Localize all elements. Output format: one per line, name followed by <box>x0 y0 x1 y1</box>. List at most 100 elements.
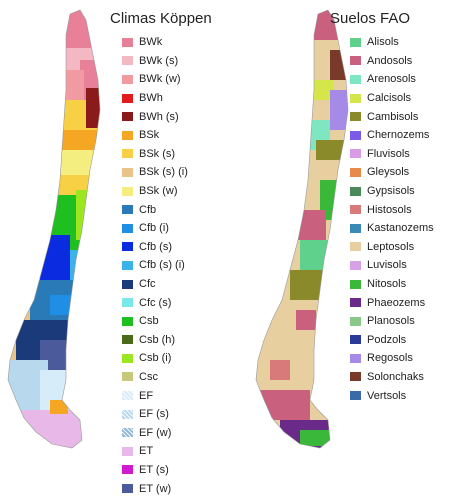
legend-label: BWh <box>139 92 163 105</box>
legend-item: EF <box>122 386 188 405</box>
legend-label: BSk (s) (i) <box>139 166 188 179</box>
legend-item: EF (w) <box>122 423 188 442</box>
legend-item: BWk <box>122 33 188 52</box>
legend-item: Calcisols <box>350 89 434 108</box>
legend-item: Cfc <box>122 275 188 294</box>
legend-label: Cfb (s) <box>139 240 172 253</box>
legend-item: Cambisols <box>350 107 434 126</box>
legend-label: Kastanozems <box>367 222 434 235</box>
koppen-legend: BWk BWk (s) BWk (w) BWh BWh (s) BSk BSk (s) BSk… <box>122 33 188 498</box>
legend-item: Andosols <box>350 52 434 71</box>
legend-swatch <box>122 186 133 196</box>
legend-swatch <box>122 167 133 177</box>
legend-swatch <box>122 409 133 419</box>
legend-label: Arenosols <box>367 73 416 86</box>
legend-item: Cfc (s) <box>122 293 188 312</box>
legend-label: Csb <box>139 315 159 328</box>
legend-item: ET (w) <box>122 479 188 498</box>
legend-swatch <box>122 465 133 475</box>
legend-swatch <box>122 372 133 382</box>
legend-swatch <box>350 112 361 122</box>
legend-item: Csb (i) <box>122 349 188 368</box>
legend-item: Chernozems <box>350 126 434 145</box>
legend-item: Histosols <box>350 200 434 219</box>
legend-label: Csb (i) <box>139 352 172 365</box>
legend-item: Gypsisols <box>350 182 434 201</box>
legend-label: Andosols <box>367 54 413 67</box>
legend-item: BWh (s) <box>122 107 188 126</box>
legend-label: Planosols <box>367 315 415 328</box>
legend-swatch <box>122 37 133 47</box>
legend-item: BSk (s) (i) <box>122 163 188 182</box>
legend-item: EF (s) <box>122 405 188 424</box>
legend-label: Cfb (i) <box>139 222 169 235</box>
legend-swatch <box>122 446 133 456</box>
legend-item: Csb <box>122 312 188 331</box>
legend-swatch <box>350 37 361 47</box>
legend-swatch <box>350 205 361 215</box>
legend-item: Arenosols <box>350 70 434 89</box>
legend-item: Phaeozems <box>350 293 434 312</box>
legend-swatch <box>122 335 133 345</box>
legend-swatch <box>350 298 361 308</box>
legend-item: Kastanozems <box>350 219 434 238</box>
legend-label: BWk (w) <box>139 73 181 86</box>
legend-label: Podzols <box>367 333 407 346</box>
legend-label: Histosols <box>367 203 412 216</box>
koppen-map <box>7 9 101 449</box>
legend-item: BSk <box>122 126 188 145</box>
legend-label: Cfb <box>139 203 157 216</box>
legend-item: Regosols <box>350 349 434 368</box>
legend-item: Nitosols <box>350 275 434 294</box>
legend-swatch <box>122 391 133 401</box>
legend-swatch <box>350 93 361 103</box>
legend-label: Solonchaks <box>367 370 424 383</box>
legend-swatch <box>350 149 361 159</box>
legend-label: BSk <box>139 129 160 142</box>
legend-item: Cfb (s) (i) <box>122 256 188 275</box>
legend-label: EF (s) <box>139 408 169 421</box>
fao-soils-map <box>255 9 349 449</box>
legend-swatch <box>350 56 361 66</box>
legend-item: Podzols <box>350 331 434 350</box>
legend-label: Gypsisols <box>367 185 415 198</box>
legend-item: BSk (w) <box>122 182 188 201</box>
legend-label: Nitosols <box>367 278 407 291</box>
legend-label: Leptosols <box>367 240 415 253</box>
legend-swatch <box>350 335 361 345</box>
legend-swatch <box>350 223 361 233</box>
legend-swatch <box>350 186 361 196</box>
legend-label: Cfc (s) <box>139 296 172 309</box>
legend-label: Cfb (s) (i) <box>139 259 185 272</box>
legend-swatch <box>122 316 133 326</box>
legend-item: BWk (s) <box>122 52 188 71</box>
legend-swatch <box>350 353 361 363</box>
legend-item: Fluvisols <box>350 145 434 164</box>
legend-item: BSk (s) <box>122 145 188 164</box>
legend-swatch <box>122 260 133 270</box>
legend-item: Leptosols <box>350 238 434 257</box>
legend-label: Csb (h) <box>139 333 176 346</box>
legend-label: Chernozems <box>367 129 430 142</box>
legend-item: Solonchaks <box>350 368 434 387</box>
legend-item: Csc <box>122 368 188 387</box>
legend-item: Vertsols <box>350 386 434 405</box>
legend-label: Luvisols <box>367 259 407 272</box>
legend-item: Gleysols <box>350 163 434 182</box>
legend-label: EF (w) <box>139 426 172 439</box>
legend-label: Fluvisols <box>367 147 410 160</box>
legend-swatch <box>122 149 133 159</box>
legend-item: BWh <box>122 89 188 108</box>
legend-swatch <box>122 74 133 84</box>
legend-label: Vertsols <box>367 389 407 402</box>
legend-item: Planosols <box>350 312 434 331</box>
legend-swatch <box>350 167 361 177</box>
fao-legend: Alisols Andosols Arenosols Calcisols Cambiso… <box>350 33 434 405</box>
legend-label: BWk (s) <box>139 54 179 67</box>
legend-swatch <box>122 428 133 438</box>
legend-item: BWk (w) <box>122 70 188 89</box>
legend-label: BWh (s) <box>139 110 179 123</box>
legend-label: EF <box>139 389 154 402</box>
legend-label: BWk <box>139 36 163 49</box>
legend-swatch <box>122 298 133 308</box>
